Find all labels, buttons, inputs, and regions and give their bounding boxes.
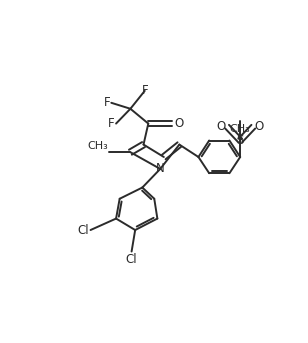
Text: O: O — [217, 120, 226, 133]
Text: O: O — [174, 117, 183, 130]
Text: N: N — [156, 163, 164, 175]
Text: Cl: Cl — [78, 224, 89, 237]
Text: CH₃: CH₃ — [230, 123, 251, 133]
Text: F: F — [103, 96, 110, 109]
Text: F: F — [141, 84, 148, 97]
Text: O: O — [254, 120, 264, 133]
Text: CH₃: CH₃ — [87, 141, 108, 151]
Text: F: F — [108, 117, 115, 130]
Text: Cl: Cl — [126, 253, 137, 267]
Text: S: S — [237, 134, 244, 147]
